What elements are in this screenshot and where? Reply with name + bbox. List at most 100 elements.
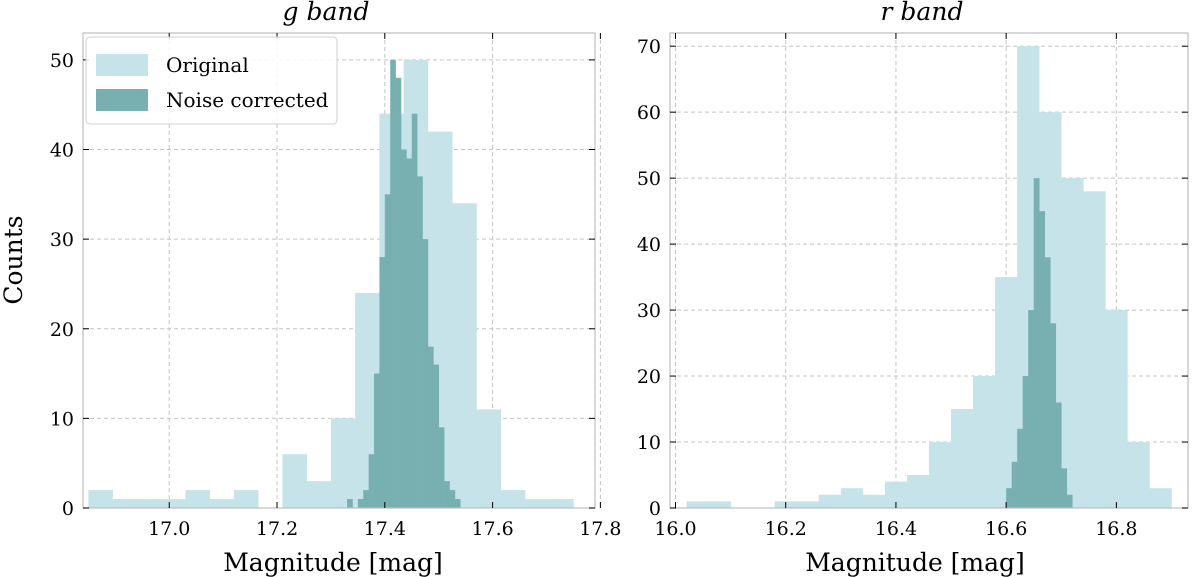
histogram-bar-noise-corrected [438, 427, 445, 508]
histogram-bar-original [840, 488, 864, 508]
x-tick-label: 17.2 [256, 518, 298, 540]
y-tick-label: 40 [50, 140, 74, 162]
y-tick-label: 10 [637, 432, 661, 454]
y-tick-label: 40 [637, 234, 661, 256]
histogram-bar-noise-corrected [395, 77, 402, 509]
g-band-title: g band [283, 0, 370, 26]
histogram-bar-noise-corrected [1039, 211, 1046, 508]
histogram-bar-original [818, 494, 842, 508]
x-tick-label: 17.6 [471, 518, 513, 540]
x-tick-label: 16.4 [875, 518, 917, 540]
histogram-bar-original [862, 494, 886, 508]
histogram-bar-noise-corrected [454, 499, 461, 508]
x-tick-label: 17.4 [364, 518, 406, 540]
y-tick-label: 10 [50, 408, 74, 430]
histogram-bar-original [906, 475, 930, 508]
histogram-bar-original [500, 490, 526, 508]
g-band-ticks: 17.0 17.2 17.4 17.6 17.8 0 10 20 30 40 50 [50, 33, 622, 540]
histogram-bar-original [686, 501, 709, 508]
histogram-bar-original [88, 490, 113, 508]
histogram-bar-noise-corrected [406, 158, 413, 509]
histogram-bar-noise-corrected [357, 499, 364, 508]
legend-swatch-noise-corrected [96, 89, 148, 111]
histogram-bar-noise-corrected [368, 454, 375, 508]
histogram-bar-noise-corrected [1011, 461, 1018, 508]
y-tick-label: 50 [637, 168, 661, 190]
histogram-bar-original [330, 418, 356, 508]
histogram-bar-original [112, 499, 138, 508]
histogram-bar-original [995, 277, 1018, 508]
histogram-bar-noise-corrected [347, 499, 353, 508]
r-band-x-axis-label: Magnitude [mag] [805, 548, 1025, 577]
histogram-bar-original [161, 499, 186, 508]
y-tick-label: 0 [62, 498, 74, 520]
histogram-bar-original [1149, 488, 1172, 508]
shared-y-axis-label: Counts [0, 215, 28, 304]
histogram-bar-noise-corrected [363, 490, 369, 508]
legend: Original Noise corrected [85, 36, 338, 125]
histogram-bar-original [884, 481, 908, 508]
histogram-bar-noise-corrected [427, 346, 434, 508]
y-tick-label: 0 [649, 498, 661, 520]
histogram-bar-original [1127, 442, 1150, 508]
histogram-bar-noise-corrected [1028, 310, 1035, 508]
legend-box [85, 36, 338, 125]
r-band-title: r band [881, 0, 964, 26]
histogram-bar-noise-corrected [444, 481, 450, 508]
x-tick-label: 17.8 [579, 518, 621, 540]
histogram-bar-noise-corrected [384, 194, 391, 509]
histogram-bar-original [549, 499, 574, 508]
histogram-bar-original [452, 203, 477, 508]
y-tick-label: 70 [637, 36, 661, 58]
x-tick-label: 17.0 [148, 518, 190, 540]
histogram-bar-noise-corrected [1017, 428, 1023, 508]
histogram-bar-original [1061, 178, 1084, 508]
histogram-bar-noise-corrected [400, 149, 407, 508]
legend-swatch-original [96, 54, 148, 76]
histogram-bar-original [1083, 191, 1106, 509]
histogram-bar-noise-corrected [1022, 376, 1029, 508]
x-tick-label: 16.2 [765, 518, 807, 540]
histogram-bar-original [233, 490, 259, 508]
y-tick-label: 30 [50, 229, 74, 251]
g-band-bars [88, 59, 574, 509]
y-tick-label: 20 [637, 366, 661, 388]
histogram-bar-original [929, 442, 952, 508]
r-band-ticks: 16.0 16.2 16.4 16.6 16.8 0 10 20 30 40 50 60 70 [637, 33, 1188, 540]
histogram-bar-original [951, 409, 974, 508]
histogram-bar-noise-corrected [1050, 323, 1057, 508]
r-band-bars [686, 46, 1172, 509]
histogram-bar-noise-corrected [449, 490, 456, 508]
g-band-frame [82, 32, 596, 509]
histogram-bar-noise-corrected [390, 59, 396, 509]
r-band-frame [669, 32, 1189, 509]
histogram-bar-noise-corrected [417, 176, 423, 508]
g-band-panel: g band 17.0 17.2 17.4 17.6 17.8 0 10 20 30 40 50 M… [50, 0, 622, 577]
histogram-bar-noise-corrected [374, 373, 380, 508]
x-tick-label: 16.6 [985, 518, 1027, 540]
histogram-bar-original [282, 454, 307, 508]
histogram-bar-noise-corrected [422, 239, 429, 508]
y-tick-label: 50 [50, 50, 74, 72]
y-tick-label: 60 [637, 102, 661, 124]
legend-label-original: Original [166, 53, 249, 77]
histogram-bar-original [476, 409, 501, 508]
histogram-bar-original [185, 490, 210, 508]
histogram-bar-noise-corrected [1066, 494, 1073, 508]
histogram-bar-noise-corrected [379, 257, 386, 508]
histogram-bar-noise-corrected [411, 113, 418, 509]
r-band-panel: r band 16.0 16.2 16.4 16.6 16.8 0 10 20 30 40 50 60… [637, 0, 1189, 577]
histogram-bar-original [796, 501, 820, 508]
histogram-bar-original [1105, 310, 1128, 508]
histogram-bar-noise-corrected [433, 364, 440, 508]
histogram-bar-noise-corrected [1033, 178, 1040, 508]
legend-label-noise-corrected: Noise corrected [166, 88, 329, 112]
histogram-bar-original [136, 499, 162, 508]
histogram-bar-original [209, 499, 235, 508]
histogram-bar-original [973, 376, 996, 508]
y-tick-label: 30 [637, 300, 661, 322]
histogram-bar-noise-corrected [1044, 257, 1051, 508]
histogram-bar-noise-corrected [1006, 488, 1012, 508]
histogram-bar-original [524, 499, 550, 508]
